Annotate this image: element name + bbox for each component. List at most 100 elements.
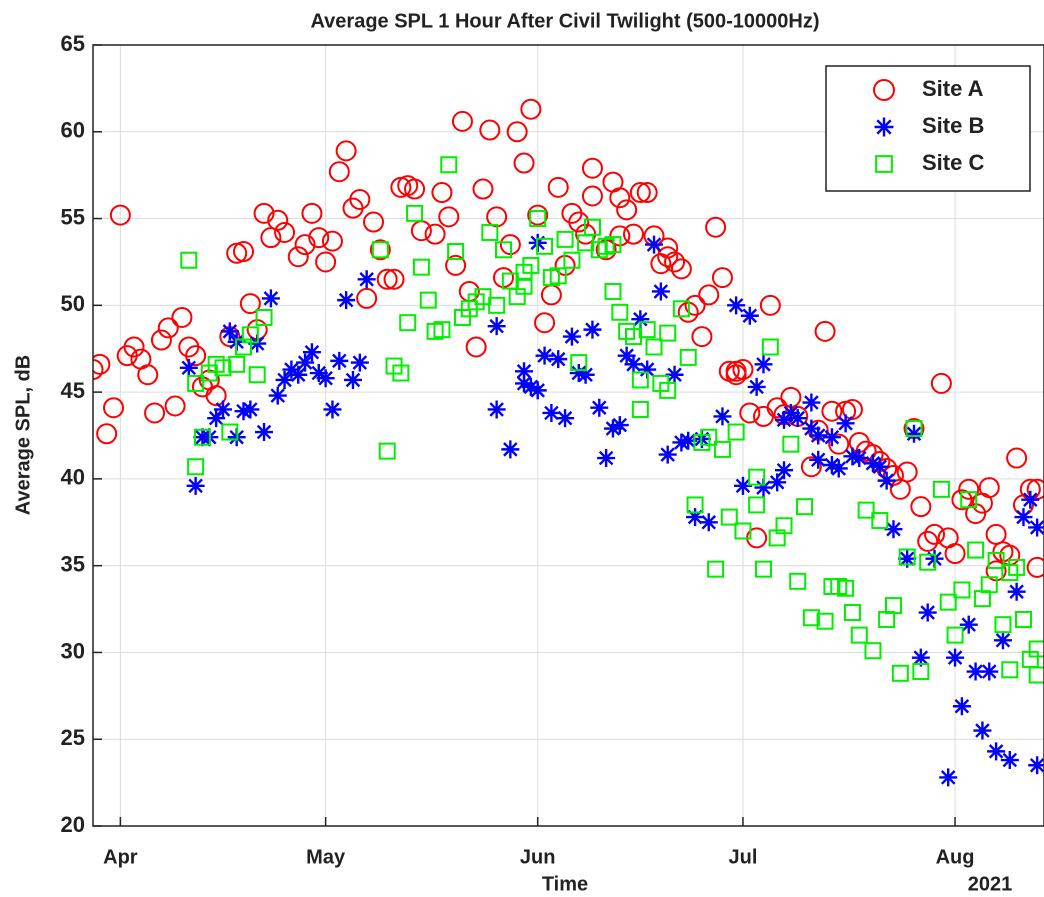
y-tick-label: 65	[61, 31, 85, 56]
legend: Site A Site B Site C	[825, 65, 1031, 192]
marker-square	[939, 593, 957, 611]
marker-asterisk	[973, 721, 992, 740]
marker-circle	[356, 287, 378, 309]
marker-circle	[479, 119, 501, 141]
marker-square	[536, 237, 554, 255]
marker-asterisk	[343, 370, 362, 389]
marker-asterisk	[624, 355, 643, 374]
marker-circle	[568, 211, 590, 233]
marker-square	[187, 374, 205, 392]
marker-circle	[930, 372, 952, 394]
marker-square	[850, 626, 868, 644]
marker-square	[837, 579, 855, 597]
marker-circle	[910, 496, 932, 518]
marker-circle	[267, 209, 289, 231]
marker-square	[495, 241, 513, 259]
marker-asterisk	[946, 648, 965, 667]
y-tick-label: 25	[61, 725, 85, 750]
marker-square	[221, 423, 239, 441]
marker-circle	[144, 402, 166, 424]
marker-circle	[438, 206, 460, 228]
marker-square	[563, 251, 581, 269]
marker-square	[433, 321, 451, 339]
x-tick-label: Apr	[103, 846, 138, 868]
marker-circle	[622, 223, 644, 245]
marker-circle	[335, 140, 357, 162]
y-axis-label: Average SPL, dB	[12, 355, 34, 515]
marker-square	[187, 458, 205, 476]
marker-asterisk	[665, 365, 684, 384]
marker-circle	[239, 293, 261, 315]
marker-circle	[698, 284, 720, 306]
plot-area	[93, 98, 1044, 787]
marker-square	[604, 236, 622, 254]
marker-asterisk	[521, 377, 540, 396]
marker-circle	[739, 402, 761, 424]
marker-circle	[828, 433, 850, 455]
marker-circle	[581, 185, 603, 207]
marker-circle	[315, 251, 337, 273]
marker-square	[631, 400, 649, 418]
marker-asterisk	[993, 631, 1012, 650]
marker-asterisk	[528, 381, 547, 400]
marker-square	[967, 541, 985, 559]
marker-asterisk	[658, 445, 677, 464]
y-tick-label: 40	[61, 465, 85, 490]
marker-square	[180, 251, 198, 269]
marker-asterisk	[323, 400, 342, 419]
marker-circle	[424, 223, 446, 245]
x-year-label: 2021	[968, 873, 1013, 895]
marker-asterisk	[487, 400, 506, 419]
marker-circle	[581, 157, 603, 179]
x-tick-label: Aug	[936, 846, 975, 868]
marker-asterisk	[822, 428, 841, 447]
marker-circle	[328, 161, 350, 183]
marker-asterisk	[822, 456, 841, 475]
marker-square	[679, 348, 697, 366]
marker-circle	[664, 251, 686, 273]
marker-asterisk	[754, 355, 773, 374]
marker-circle	[873, 79, 895, 101]
marker-square	[905, 420, 923, 438]
marker-asterisk	[261, 289, 280, 308]
marker-asterisk	[275, 370, 294, 389]
marker-circle	[157, 317, 179, 339]
y-tick-label: 45	[61, 378, 85, 403]
y-tick-label: 20	[61, 812, 85, 837]
marker-asterisk	[775, 410, 794, 429]
marker-square	[611, 303, 629, 321]
marker-asterisk	[603, 419, 622, 438]
marker-circle	[917, 530, 939, 552]
marker-circle	[109, 204, 131, 226]
labels: Average SPL 1 Hour After Civil Twilight …	[12, 10, 1012, 895]
marker-square	[919, 553, 937, 571]
marker-circle	[616, 199, 638, 221]
marker-asterisk	[562, 327, 581, 346]
x-tick-label: May	[306, 846, 346, 868]
marker-asterisk	[213, 400, 232, 419]
marker-asterisk	[775, 461, 794, 480]
marker-asterisk	[747, 377, 766, 396]
marker-circle	[759, 294, 781, 316]
marker-circle	[185, 345, 207, 367]
marker-asterisk	[863, 454, 882, 473]
marker-square	[720, 508, 738, 526]
marker-square	[782, 435, 800, 453]
marker-square	[529, 210, 547, 228]
x-tick-label: Jul	[729, 846, 758, 868]
marker-asterisk	[740, 306, 759, 325]
marker-square	[447, 243, 465, 261]
marker-asterisk	[268, 386, 287, 405]
marker-circle	[287, 246, 309, 268]
marker-asterisk	[645, 235, 664, 254]
marker-asterisk	[672, 433, 691, 452]
marker-circle	[1026, 556, 1044, 578]
marker-asterisk	[255, 423, 274, 442]
marker-circle	[841, 398, 863, 420]
marker-asterisk	[302, 343, 321, 362]
marker-circle	[800, 456, 822, 478]
marker-square	[748, 496, 766, 514]
marker-asterisk	[487, 317, 506, 336]
marker-asterisk	[631, 310, 650, 329]
marker-asterisk	[583, 320, 602, 339]
